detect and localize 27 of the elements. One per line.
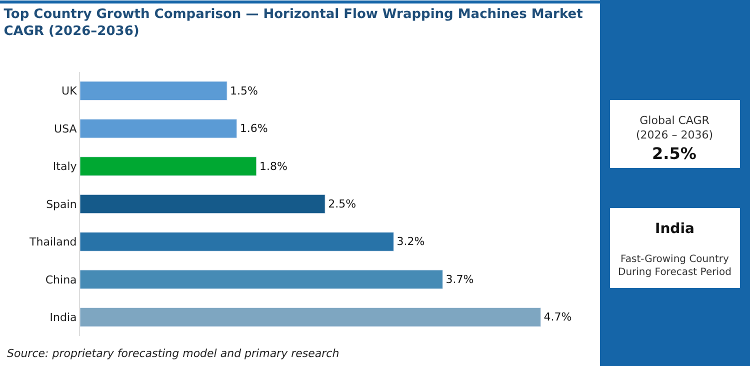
text: India: [655, 221, 694, 237]
data-label: 1.8%: [259, 160, 288, 173]
y-tick-label: China: [45, 273, 77, 286]
text: Fast-Growing Country During Forecast Period: [618, 254, 732, 278]
y-tick-label: Italy: [52, 160, 78, 174]
bar: [80, 118, 238, 138]
chart-title: Top Country Growth Comparison — Horizontal Flow Wrapping Machines Market CAGR (2026–2036): [4, 7, 583, 39]
text: 2.5%: [652, 144, 696, 163]
y-tick-label: India: [50, 310, 77, 324]
y-tick-label: Thailand: [28, 236, 77, 249]
bar: [80, 232, 394, 252]
bar: [80, 270, 443, 290]
data-label: 3.2%: [396, 235, 425, 248]
bar: [80, 194, 326, 214]
data-label: 3.7%: [446, 272, 474, 286]
bar: [80, 307, 541, 327]
data-label: 1.6%: [240, 122, 268, 136]
y-tick-label: UK: [62, 84, 78, 98]
data-label: 2.5%: [328, 198, 356, 210]
bar: [80, 156, 257, 176]
y-tick-label: Spain: [46, 198, 77, 211]
y-tick-label: USA: [54, 122, 78, 136]
source-note: Source: proprietary forecasting model and primary research: [7, 347, 340, 360]
data-label: 1.5%: [230, 84, 258, 98]
text: Global CAGR (2026 – 2036): [636, 114, 714, 142]
data-label: 4.7%: [544, 310, 572, 324]
bar: [80, 81, 228, 101]
